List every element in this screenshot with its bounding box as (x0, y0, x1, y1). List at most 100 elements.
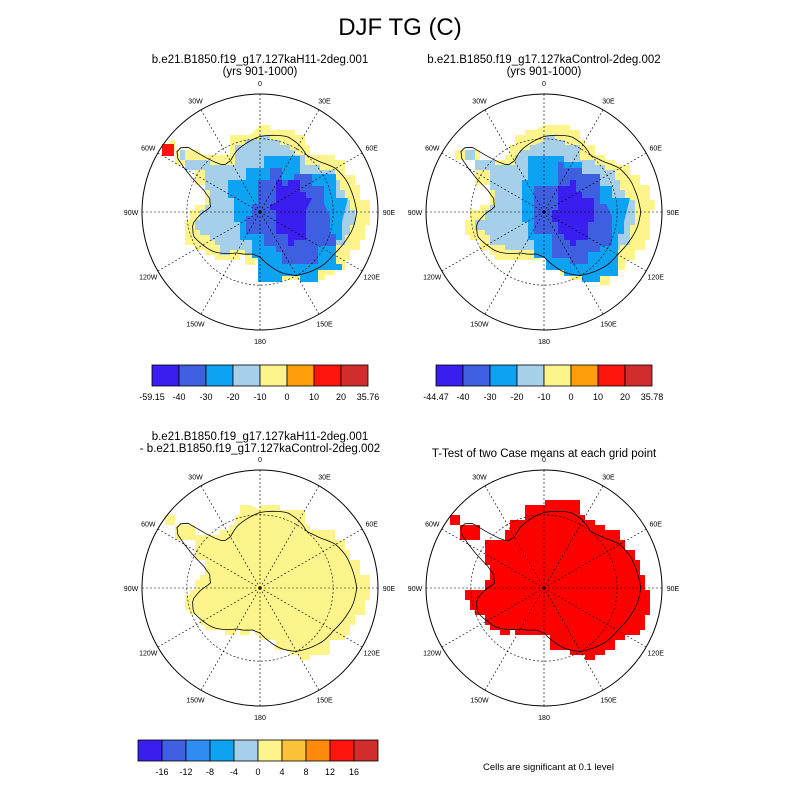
longitude-label: 90E (383, 210, 396, 217)
colorbar-swatch (543, 364, 572, 387)
colorbar-case1: -59.15 -40 -30 -20 -10 0 10 20 35.76 (139, 364, 379, 402)
colorbar-label: 20 (336, 392, 346, 402)
colorbar-label: -10 (253, 392, 266, 402)
field-diff (165, 505, 370, 660)
colorbar-swatch (462, 364, 491, 387)
longitude-label: 90W (408, 586, 423, 593)
longitude-label: 150W (186, 698, 205, 705)
colorbar-label: -10 (537, 392, 550, 402)
panel-title-line: b.e21.B1850.f19_g17.127kaControl-2deg.00… (427, 54, 661, 66)
colorbar-swatch (178, 364, 207, 387)
colorbar-swatch (209, 739, 235, 762)
longitude-label: 30E (318, 474, 331, 481)
longitude-label: 90E (667, 586, 680, 593)
colorbar-label: -4 (230, 767, 238, 777)
colorbar-swatch (151, 364, 180, 387)
field-coldest (552, 180, 594, 246)
longitude-label: 150E (316, 322, 333, 329)
colorbar-swatch (329, 739, 355, 762)
longitude-label: 180 (254, 339, 266, 346)
panel-title-line: T-Test of two Case means at each grid po… (431, 448, 657, 460)
significance-footnote: Cells are significant at 0.1 level (483, 762, 614, 773)
panel-title-diff: b.e21.B1850.f19_g17.127kaH11-2deg.001 - … (80, 431, 440, 455)
panel-title-ttest: T-Test of two Case means at each grid po… (364, 448, 724, 460)
longitude-label: 90W (408, 210, 423, 217)
figure-title: DJF TG (C) (338, 14, 462, 41)
longitude-label: 30W (472, 474, 487, 481)
panel-title-case2: b.e21.B1850.f19_g17.127kaControl-2deg.00… (364, 54, 724, 78)
colorbar-label: 0 (568, 392, 573, 402)
colorbar-label: -44.47 (423, 392, 449, 402)
panel-title-line: - b.e21.B1850.f19_g17.127kaControl-2deg.… (139, 443, 381, 455)
colorbar-swatch (185, 739, 211, 762)
longitude-label: 150E (600, 322, 617, 329)
longitude-label: 30E (602, 98, 615, 105)
longitude-label: 90W (124, 210, 139, 217)
longitude-label: 90E (383, 586, 396, 593)
longitude-label: 150W (470, 698, 489, 705)
longitude-label: 60W (141, 146, 156, 153)
longitude-label: 120E (364, 651, 381, 658)
colorbar-swatch (286, 364, 315, 387)
colorbar-label: 12 (325, 767, 335, 777)
longitude-label: 120W (423, 651, 442, 658)
colorbar-label: -12 (179, 767, 192, 777)
colorbar-swatch (313, 364, 342, 387)
map-boundary (141, 469, 379, 707)
colorbar-label: 20 (620, 392, 630, 402)
colorbar-swatch (232, 364, 261, 387)
colorbar-label: -8 (206, 767, 214, 777)
colorbar-label: 35.76 (357, 392, 380, 402)
colorbar-label: 0 (284, 392, 289, 402)
colorbar-case2: -44.47 -40 -30 -20 -10 0 10 20 35.78 (423, 364, 663, 402)
longitude-label: 30E (602, 474, 615, 481)
colorbar-swatch (340, 364, 369, 387)
colorbar-label: 8 (303, 767, 308, 777)
colorbar-label: -20 (226, 392, 239, 402)
longitude-label: 180 (538, 715, 550, 722)
colorbar-swatch (570, 364, 599, 387)
map-boundary (425, 469, 663, 707)
field-coldest (270, 180, 312, 246)
longitude-label: 60E (365, 522, 378, 529)
longitude-label: 60E (649, 522, 662, 529)
colorbar-label: -30 (199, 392, 212, 402)
colorbar-swatch (353, 739, 379, 762)
panel-title-line: (yrs 901-1000) (222, 66, 298, 78)
longitude-label: 150E (316, 698, 333, 705)
longitude-label: 60E (649, 146, 662, 153)
panel-title-case1: b.e21.B1850.f19_g17.127kaH11-2deg.001 (y… (80, 54, 440, 78)
colorbar-label: 4 (279, 767, 284, 777)
longitude-label: 30W (188, 474, 203, 481)
longitude-label: 60W (141, 522, 156, 529)
field-peninsula-warm (162, 138, 174, 156)
colorbar-swatch (435, 364, 464, 387)
colorbar-label: 16 (349, 767, 359, 777)
colorbar-swatch (305, 739, 331, 762)
colorbar-swatch (259, 364, 288, 387)
longitude-label: 60E (365, 146, 378, 153)
panel-title-line: (yrs 901-1000) (506, 66, 582, 78)
colorbar-swatch (257, 739, 283, 762)
colorbar-label: -40 (172, 392, 185, 402)
longitude-label: 150W (186, 322, 205, 329)
longitude-label: 120W (139, 275, 158, 282)
longitude-label: 120E (648, 275, 665, 282)
colorbar-label: 0 (255, 767, 260, 777)
colorbar-label: -20 (510, 392, 523, 402)
panel-title-line: b.e21.B1850.f19_g17.127kaH11-2deg.001 (151, 431, 369, 443)
colorbar-label: -30 (483, 392, 496, 402)
colorbar-swatch (597, 364, 626, 387)
longitude-label: 120W (423, 275, 442, 282)
colorbar-swatch (205, 364, 234, 387)
colorbar-swatch (624, 364, 653, 387)
colorbar-label: -59.15 (139, 392, 165, 402)
colorbar-diff: -16 -12 -8 -4 0 4 8 12 16 (137, 739, 379, 777)
longitude-label: 30W (188, 98, 203, 105)
colorbar-label: 10 (593, 392, 603, 402)
colorbar-label: 35.78 (641, 392, 664, 402)
